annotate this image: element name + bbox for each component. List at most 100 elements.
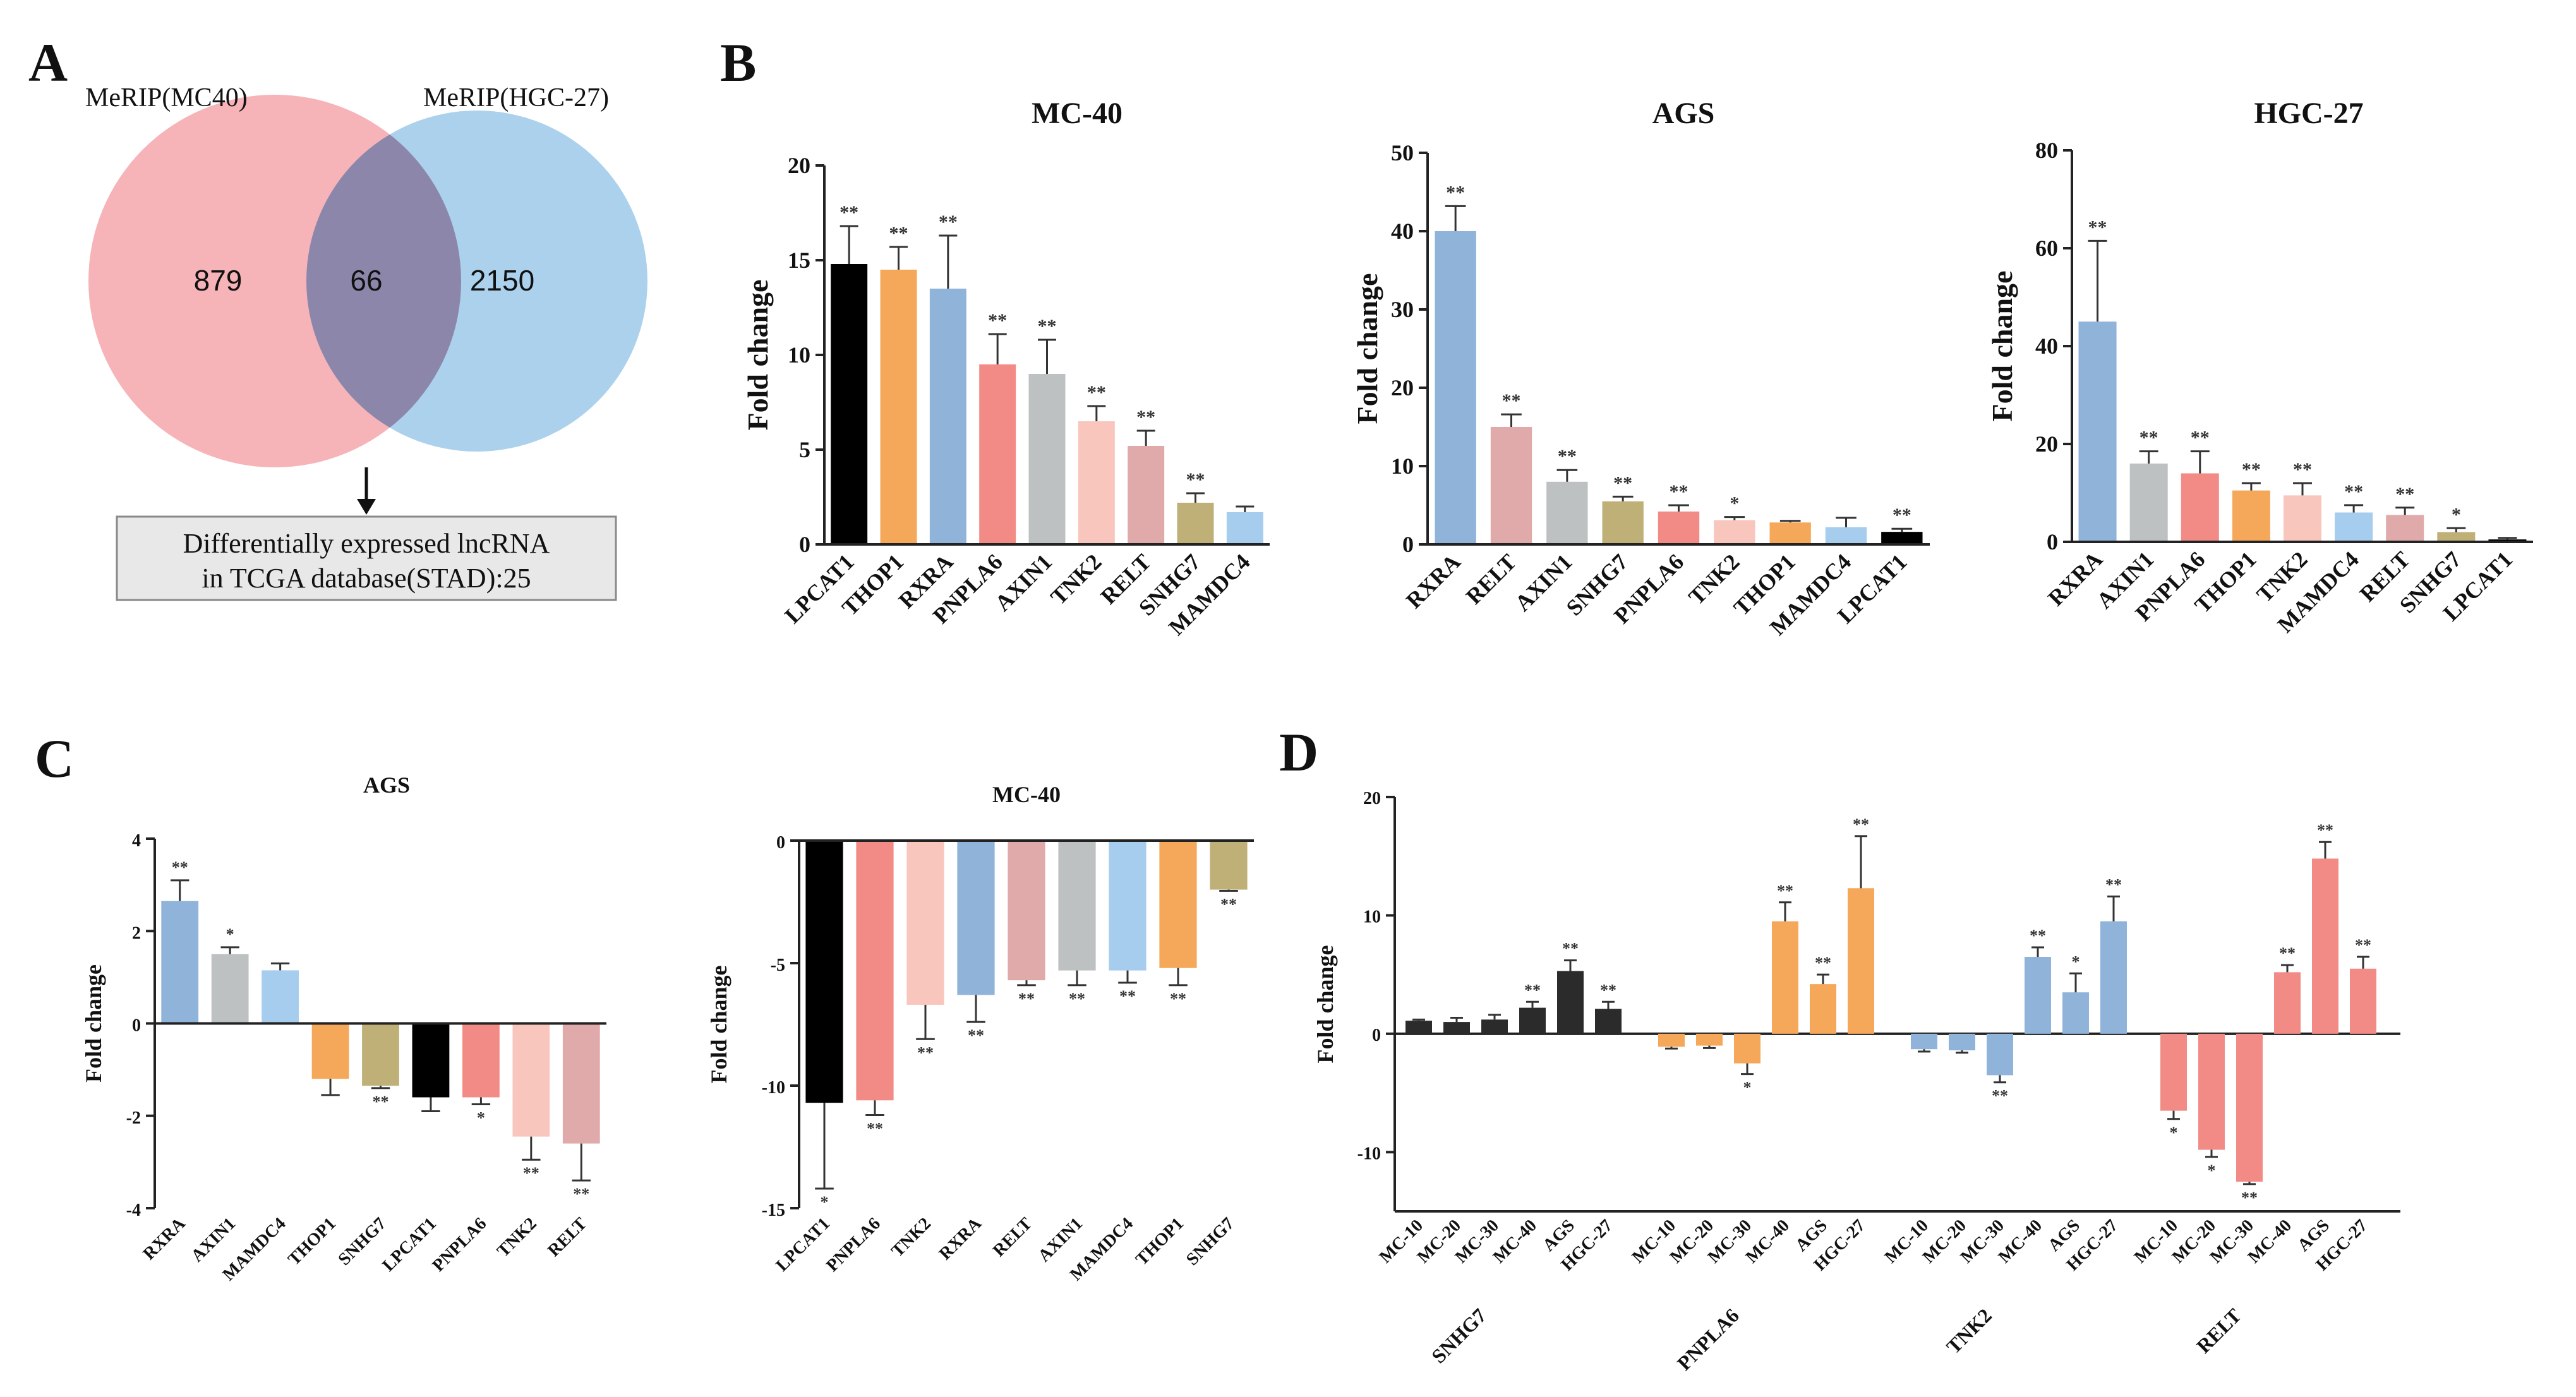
bar-pnpla6-mc-20	[1696, 1033, 1723, 1046]
bar-relt	[1490, 427, 1532, 544]
significance-label: **	[988, 310, 1007, 331]
y-tick-label: 30	[1391, 297, 1414, 322]
bar-snhg7-hgc-27	[1595, 1009, 1622, 1034]
bar-relt-mc-20	[2198, 1033, 2225, 1150]
y-axis-label: Fold change	[706, 965, 731, 1083]
bar-snhg7	[1210, 841, 1248, 890]
significance-label: **	[2355, 936, 2371, 954]
bar-tnk2-ags	[2062, 992, 2089, 1034]
significance-label: **	[2293, 459, 2312, 480]
bar-relt	[1008, 841, 1045, 981]
x-tick-label: TNK2	[1045, 549, 1106, 609]
significance-label: **	[2088, 217, 2107, 237]
bar-mamdc4	[1226, 512, 1263, 544]
significance-label: **	[1815, 954, 1831, 972]
venn-result-box	[116, 515, 617, 601]
significance-label: *	[477, 1108, 485, 1127]
group-label-pnpla6: PNPLA6	[1673, 1304, 1743, 1374]
venn-label-mc40: MeRIP(MC40)	[85, 83, 248, 112]
bar-pnpla6-hgc-27	[1848, 888, 1874, 1034]
bar-tnk2	[512, 1023, 550, 1137]
y-tick-label: 15	[788, 248, 810, 273]
x-tick-label: LPCAT1	[772, 1214, 833, 1275]
significance-label: **	[1119, 987, 1136, 1005]
significance-label: **	[2344, 481, 2363, 502]
group-label-snhg7: SNHG7	[1427, 1304, 1491, 1367]
bar-rxra	[929, 289, 966, 544]
bar-pnpla6-ags	[1810, 984, 1836, 1034]
bar-snhg7	[362, 1023, 399, 1086]
y-tick-label: 50	[1391, 140, 1414, 165]
y-tick-label: 0	[1402, 532, 1414, 557]
bar-tnk2	[1078, 421, 1115, 544]
x-tick-label: PNPLA6	[429, 1214, 491, 1276]
venn-overlap	[306, 111, 461, 452]
x-tick-label: AXIN1	[990, 549, 1057, 616]
venn-label-hgc27: MeRIP(HGC-27)	[423, 83, 609, 112]
bar-thop1	[1769, 522, 1811, 544]
significance-label: **	[2241, 1189, 2258, 1207]
significance-label: **	[523, 1164, 539, 1182]
y-tick-label: 2	[132, 923, 141, 943]
significance-label: **	[1069, 990, 1085, 1008]
significance-label: **	[2030, 926, 2046, 945]
y-tick-label: 40	[1391, 219, 1414, 244]
x-tick-label: TNK2	[888, 1214, 935, 1261]
significance-label: *	[2170, 1124, 2178, 1142]
significance-label: **	[939, 212, 958, 232]
x-tick-label: THOP1	[284, 1214, 340, 1269]
bar-relt-hgc-27	[2350, 968, 2376, 1034]
bar-pnpla6-mc-10	[1658, 1033, 1685, 1047]
bar-relt-mc-10	[2160, 1033, 2187, 1111]
venn-result-line1: Differentially expressed lncRNA	[183, 528, 550, 559]
significance-label: **	[1220, 896, 1237, 914]
significance-label: **	[1502, 390, 1521, 411]
significance-label: *	[2072, 952, 2080, 971]
significance-label: **	[1893, 505, 1911, 525]
significance-label: **	[1170, 990, 1186, 1008]
bar-relt	[562, 1023, 600, 1144]
chart-title: AGS	[1652, 97, 1715, 130]
y-tick-label: 20	[1391, 375, 1414, 400]
y-tick-label: 60	[2035, 236, 2058, 261]
bar-mamdc4	[1109, 841, 1147, 971]
y-tick-label: 0	[1372, 1026, 1381, 1045]
x-tick-label: PNPLA6	[822, 1214, 884, 1276]
bar-mamdc4	[2335, 512, 2373, 542]
bar-snhg7-mc-30	[1481, 1019, 1508, 1034]
bar-mamdc4	[1825, 527, 1867, 544]
bar-tnk2-mc-20	[1949, 1033, 1975, 1051]
y-tick-label: 10	[1363, 907, 1381, 926]
significance-label: **	[1600, 981, 1616, 999]
bar-snhg7-ags	[1557, 971, 1584, 1034]
x-tick-label: RXRA	[936, 1213, 986, 1264]
chart-title: AGS	[363, 772, 410, 798]
bar-lpcat1	[412, 1023, 450, 1098]
panel-letter-c: C	[35, 728, 74, 789]
significance-label: *	[821, 1193, 829, 1211]
bar-pnpla6-mc-40	[1772, 921, 1798, 1034]
bar-axin1	[1058, 841, 1096, 971]
bar-pnpla6	[856, 841, 894, 1101]
y-tick-label: 0	[132, 1016, 141, 1036]
x-tick-label: RELT	[544, 1214, 591, 1261]
significance-label: **	[2191, 428, 2210, 448]
y-tick-label: -2	[126, 1108, 141, 1128]
y-tick-label: -5	[771, 956, 785, 975]
y-axis-label: Fold change	[1351, 273, 1383, 424]
venn-result-line2: in TCGA database(STAD):25	[202, 563, 531, 594]
bar-rxra	[2078, 321, 2117, 542]
bar-lpcat1	[831, 264, 868, 544]
bar-snhg7-mc-40	[1519, 1007, 1546, 1034]
significance-label: **	[840, 202, 858, 223]
bar-rxra	[1435, 231, 1476, 544]
bar-pnpla6	[462, 1023, 500, 1098]
significance-label: *	[1730, 493, 1739, 514]
significance-label: **	[2140, 428, 2158, 448]
y-tick-label: 10	[1391, 453, 1414, 479]
bar-rxra	[957, 841, 995, 995]
